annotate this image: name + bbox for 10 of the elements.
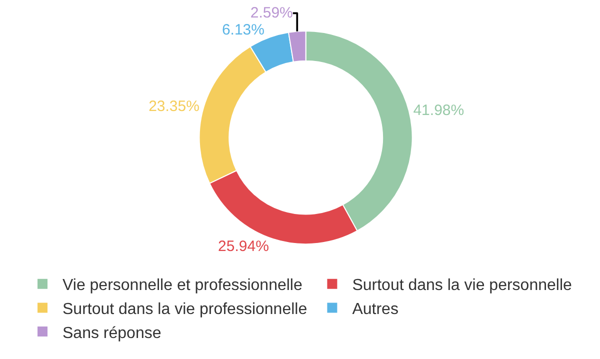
legend-label: Autres <box>352 300 398 318</box>
legend-label: Vie personnelle et professionnelle <box>62 277 302 294</box>
data-label: 23.35% <box>148 98 200 115</box>
legend-label: Surtout dans la vie personnelle <box>352 277 572 294</box>
data-label: 41.98% <box>413 102 464 119</box>
data-label: 25.94% <box>218 238 269 256</box>
legend-label: Surtout dans la vie professionnelle <box>62 300 308 318</box>
data-label: 6.13% <box>222 22 264 39</box>
legend-label: Sans réponse <box>62 324 162 342</box>
data-label: 2.59% <box>250 4 293 22</box>
